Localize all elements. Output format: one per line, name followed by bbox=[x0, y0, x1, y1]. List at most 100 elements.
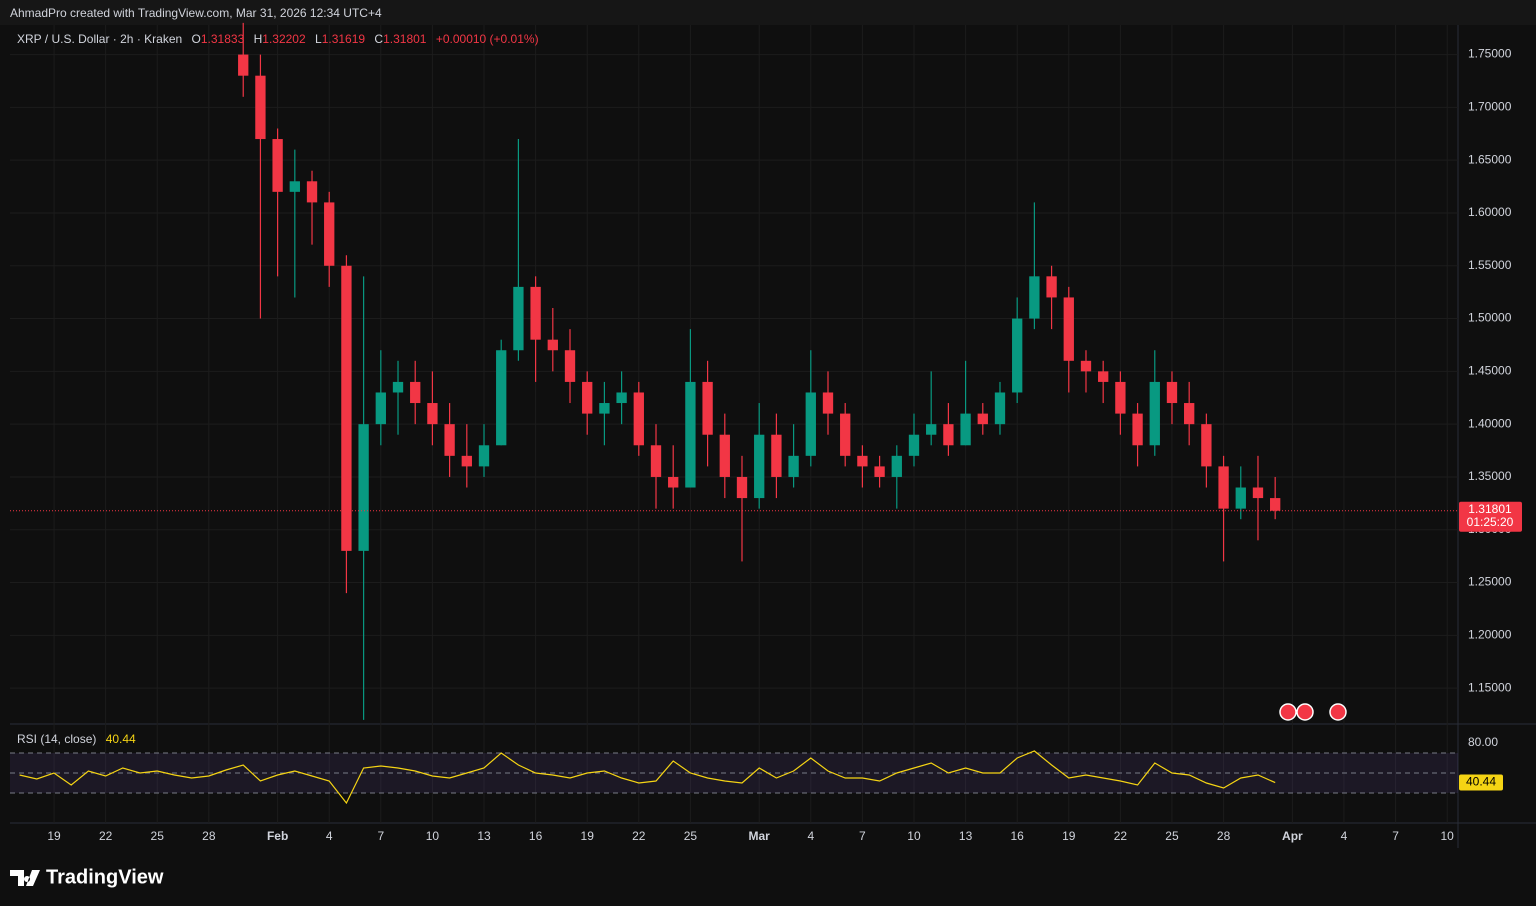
symbol-title: XRP / U.S. Dollar · 2h · Kraken bbox=[17, 32, 182, 46]
price-tag-countdown: 01:25:20 bbox=[1467, 515, 1514, 529]
x-tick-label: 4 bbox=[1341, 829, 1348, 843]
event-icon[interactable] bbox=[1329, 703, 1347, 721]
candle-body bbox=[306, 181, 318, 203]
candle-body bbox=[1080, 360, 1092, 372]
candle-body bbox=[857, 455, 868, 467]
x-tick-label: 19 bbox=[47, 829, 61, 843]
y-tick-label: 1.20000 bbox=[1468, 628, 1512, 642]
candle-body bbox=[822, 392, 834, 414]
x-tick-label: 22 bbox=[632, 829, 646, 843]
candle-body bbox=[341, 265, 352, 551]
candle-body bbox=[392, 381, 404, 393]
candle-body bbox=[754, 434, 765, 499]
y-tick-label: 1.75000 bbox=[1468, 47, 1512, 61]
logo-text: TradingView bbox=[46, 866, 164, 888]
candle-body bbox=[564, 350, 576, 382]
x-tick-label: 13 bbox=[959, 829, 973, 843]
ohlc-value: 1.31801 bbox=[383, 32, 427, 46]
x-tick-label: 16 bbox=[1011, 829, 1025, 843]
x-tick-label: Mar bbox=[749, 829, 771, 843]
x-tick-label: 16 bbox=[529, 829, 543, 843]
x-tick-label: 25 bbox=[684, 829, 698, 843]
candle-body bbox=[994, 392, 1006, 425]
x-tick-label: Apr bbox=[1282, 829, 1303, 843]
y-tick-label: 1.15000 bbox=[1468, 680, 1512, 694]
x-tick-label: 7 bbox=[377, 829, 384, 843]
x-tick-label: 19 bbox=[581, 829, 595, 843]
candle-body bbox=[1132, 413, 1143, 446]
candle-body bbox=[375, 392, 386, 425]
y-tick-label: 1.40000 bbox=[1468, 416, 1512, 430]
candle-body bbox=[1218, 466, 1229, 509]
candle-body bbox=[685, 381, 696, 488]
y-tick-label: 1.45000 bbox=[1468, 364, 1512, 378]
candle-body bbox=[891, 455, 902, 477]
candle-body bbox=[1235, 487, 1246, 509]
candle-body bbox=[238, 54, 249, 76]
y-tick-label: 1.60000 bbox=[1468, 205, 1512, 219]
candle-body bbox=[908, 434, 920, 456]
candle-body bbox=[444, 424, 455, 456]
candle-body bbox=[960, 413, 971, 446]
candle-body bbox=[719, 434, 730, 477]
candle-body bbox=[582, 381, 593, 414]
candle-body bbox=[1046, 276, 1057, 298]
x-tick-label: 22 bbox=[1114, 829, 1128, 843]
candle-body bbox=[255, 75, 266, 140]
candle-body bbox=[874, 466, 885, 477]
candle-body bbox=[410, 381, 421, 404]
candle-body bbox=[788, 455, 799, 477]
candle-body bbox=[513, 286, 524, 351]
rsi-title: RSI (14, close) bbox=[17, 732, 96, 746]
price-tag-value: 1.31801 bbox=[1468, 502, 1512, 516]
candle-body bbox=[324, 202, 335, 266]
candle-body bbox=[668, 476, 679, 488]
ohlc-value: 1.32202 bbox=[262, 32, 306, 46]
y-tick-label: 1.35000 bbox=[1468, 469, 1512, 483]
y-tick-label: 1.25000 bbox=[1468, 575, 1512, 589]
x-tick-label: 19 bbox=[1062, 829, 1076, 843]
candle-body bbox=[478, 445, 490, 467]
x-tick-label: 4 bbox=[326, 829, 333, 843]
candle-body bbox=[547, 339, 558, 351]
x-tick-label: 22 bbox=[99, 829, 113, 843]
candle-body bbox=[616, 392, 627, 404]
candle-body bbox=[650, 445, 662, 477]
candle-body bbox=[1012, 318, 1023, 393]
candle-body bbox=[702, 381, 713, 435]
candle-body bbox=[427, 403, 438, 425]
candle-body bbox=[461, 455, 472, 467]
candle-body bbox=[289, 181, 300, 192]
candle-body bbox=[530, 286, 541, 340]
x-tick-label: 10 bbox=[907, 829, 921, 843]
rsi-tag bbox=[1459, 774, 1503, 791]
candle-body bbox=[496, 350, 507, 446]
candle-body bbox=[736, 476, 748, 499]
x-tick-label: 10 bbox=[1440, 829, 1454, 843]
x-tick-label: 28 bbox=[1217, 829, 1231, 843]
x-tick-label: 28 bbox=[202, 829, 216, 843]
candle-body bbox=[1252, 487, 1264, 499]
candle-body bbox=[1201, 424, 1212, 467]
candle-body bbox=[1184, 403, 1195, 425]
event-icon[interactable] bbox=[1296, 703, 1314, 721]
candle-body bbox=[1149, 381, 1160, 446]
x-tick-label: 7 bbox=[859, 829, 866, 843]
x-tick-label: Feb bbox=[267, 829, 288, 843]
price-tag bbox=[1459, 501, 1522, 532]
rsi-tag-value: 40.44 bbox=[1466, 775, 1496, 789]
candle-body bbox=[1115, 381, 1126, 414]
candle-body bbox=[977, 413, 988, 425]
footer-logo: TradingView bbox=[10, 866, 164, 888]
ohlc-label: H bbox=[254, 32, 263, 46]
ohlc-label: C bbox=[374, 32, 383, 46]
candle-body bbox=[1098, 371, 1109, 382]
rsi-value: 40.44 bbox=[106, 732, 136, 746]
candle-body bbox=[1029, 276, 1040, 319]
rsi-legend: RSI (14, close) 40.44 bbox=[17, 732, 136, 746]
candle-body bbox=[805, 392, 816, 456]
event-icon[interactable] bbox=[1279, 703, 1297, 721]
